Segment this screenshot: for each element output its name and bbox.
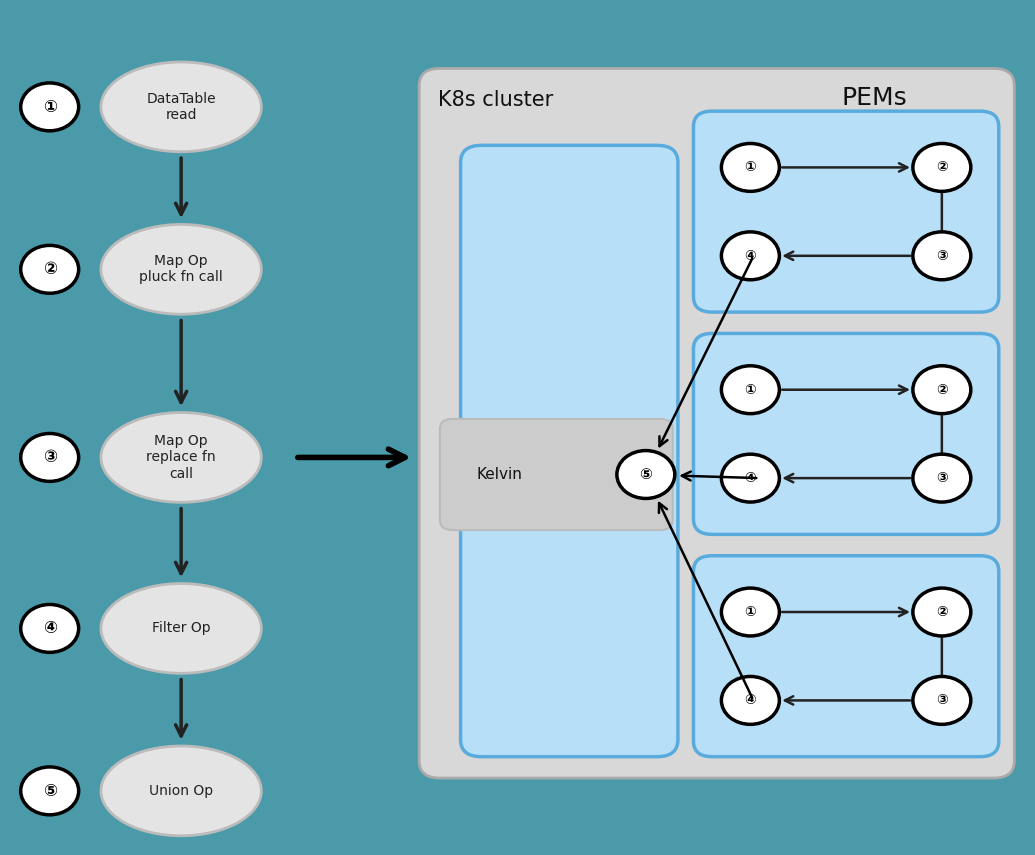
- Circle shape: [913, 232, 971, 280]
- Text: Map Op
replace fn
call: Map Op replace fn call: [146, 434, 216, 481]
- Text: Union Op: Union Op: [149, 784, 213, 798]
- Text: ②: ②: [936, 383, 948, 397]
- Text: ④: ④: [744, 693, 757, 707]
- Circle shape: [21, 83, 79, 131]
- Circle shape: [617, 451, 675, 498]
- Text: ①: ①: [42, 97, 57, 116]
- Circle shape: [721, 454, 779, 502]
- Ellipse shape: [100, 583, 261, 674]
- Text: ②: ②: [42, 260, 57, 279]
- Text: ⑤: ⑤: [42, 781, 57, 800]
- Text: ①: ①: [744, 383, 757, 397]
- Circle shape: [21, 767, 79, 815]
- Ellipse shape: [100, 413, 261, 503]
- Text: ③: ③: [936, 693, 948, 707]
- Text: ③: ③: [42, 448, 57, 467]
- Text: ①: ①: [744, 161, 757, 174]
- Text: ④: ④: [744, 471, 757, 485]
- Circle shape: [721, 588, 779, 636]
- Text: ②: ②: [936, 161, 948, 174]
- Circle shape: [913, 588, 971, 636]
- FancyBboxPatch shape: [419, 68, 1014, 778]
- Text: ④: ④: [744, 249, 757, 262]
- Text: ③: ③: [936, 249, 948, 262]
- Circle shape: [21, 433, 79, 481]
- Circle shape: [913, 144, 971, 192]
- FancyBboxPatch shape: [693, 556, 999, 757]
- Circle shape: [913, 676, 971, 724]
- Circle shape: [721, 144, 779, 192]
- Circle shape: [21, 604, 79, 652]
- Text: DataTable
read: DataTable read: [146, 91, 216, 122]
- Circle shape: [721, 676, 779, 724]
- FancyBboxPatch shape: [693, 333, 999, 534]
- Text: Filter Op: Filter Op: [152, 622, 210, 635]
- Ellipse shape: [100, 224, 261, 315]
- FancyBboxPatch shape: [440, 419, 673, 530]
- Circle shape: [21, 245, 79, 293]
- Circle shape: [721, 366, 779, 414]
- FancyBboxPatch shape: [693, 111, 999, 312]
- Text: ①: ①: [744, 605, 757, 619]
- Text: ②: ②: [936, 605, 948, 619]
- Ellipse shape: [100, 62, 261, 152]
- Text: K8s cluster: K8s cluster: [438, 90, 553, 109]
- FancyBboxPatch shape: [461, 145, 678, 757]
- Text: ④: ④: [42, 619, 57, 638]
- Circle shape: [913, 454, 971, 502]
- Text: Kelvin: Kelvin: [476, 467, 522, 482]
- Text: Map Op
pluck fn call: Map Op pluck fn call: [140, 254, 223, 285]
- Ellipse shape: [100, 746, 261, 836]
- Text: ⑤: ⑤: [640, 467, 652, 482]
- Text: PEMs: PEMs: [841, 86, 908, 110]
- Text: ③: ③: [936, 471, 948, 485]
- Circle shape: [913, 366, 971, 414]
- Circle shape: [721, 232, 779, 280]
